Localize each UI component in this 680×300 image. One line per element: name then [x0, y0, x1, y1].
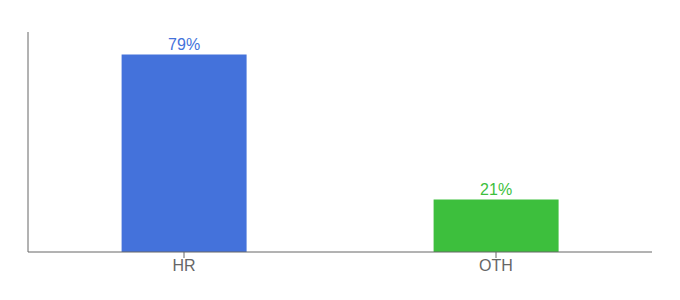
svg-text:HR: HR	[172, 257, 195, 274]
svg-text:OTH: OTH	[479, 257, 513, 274]
svg-text:21%: 21%	[480, 181, 512, 198]
svg-text:79%: 79%	[168, 36, 200, 53]
